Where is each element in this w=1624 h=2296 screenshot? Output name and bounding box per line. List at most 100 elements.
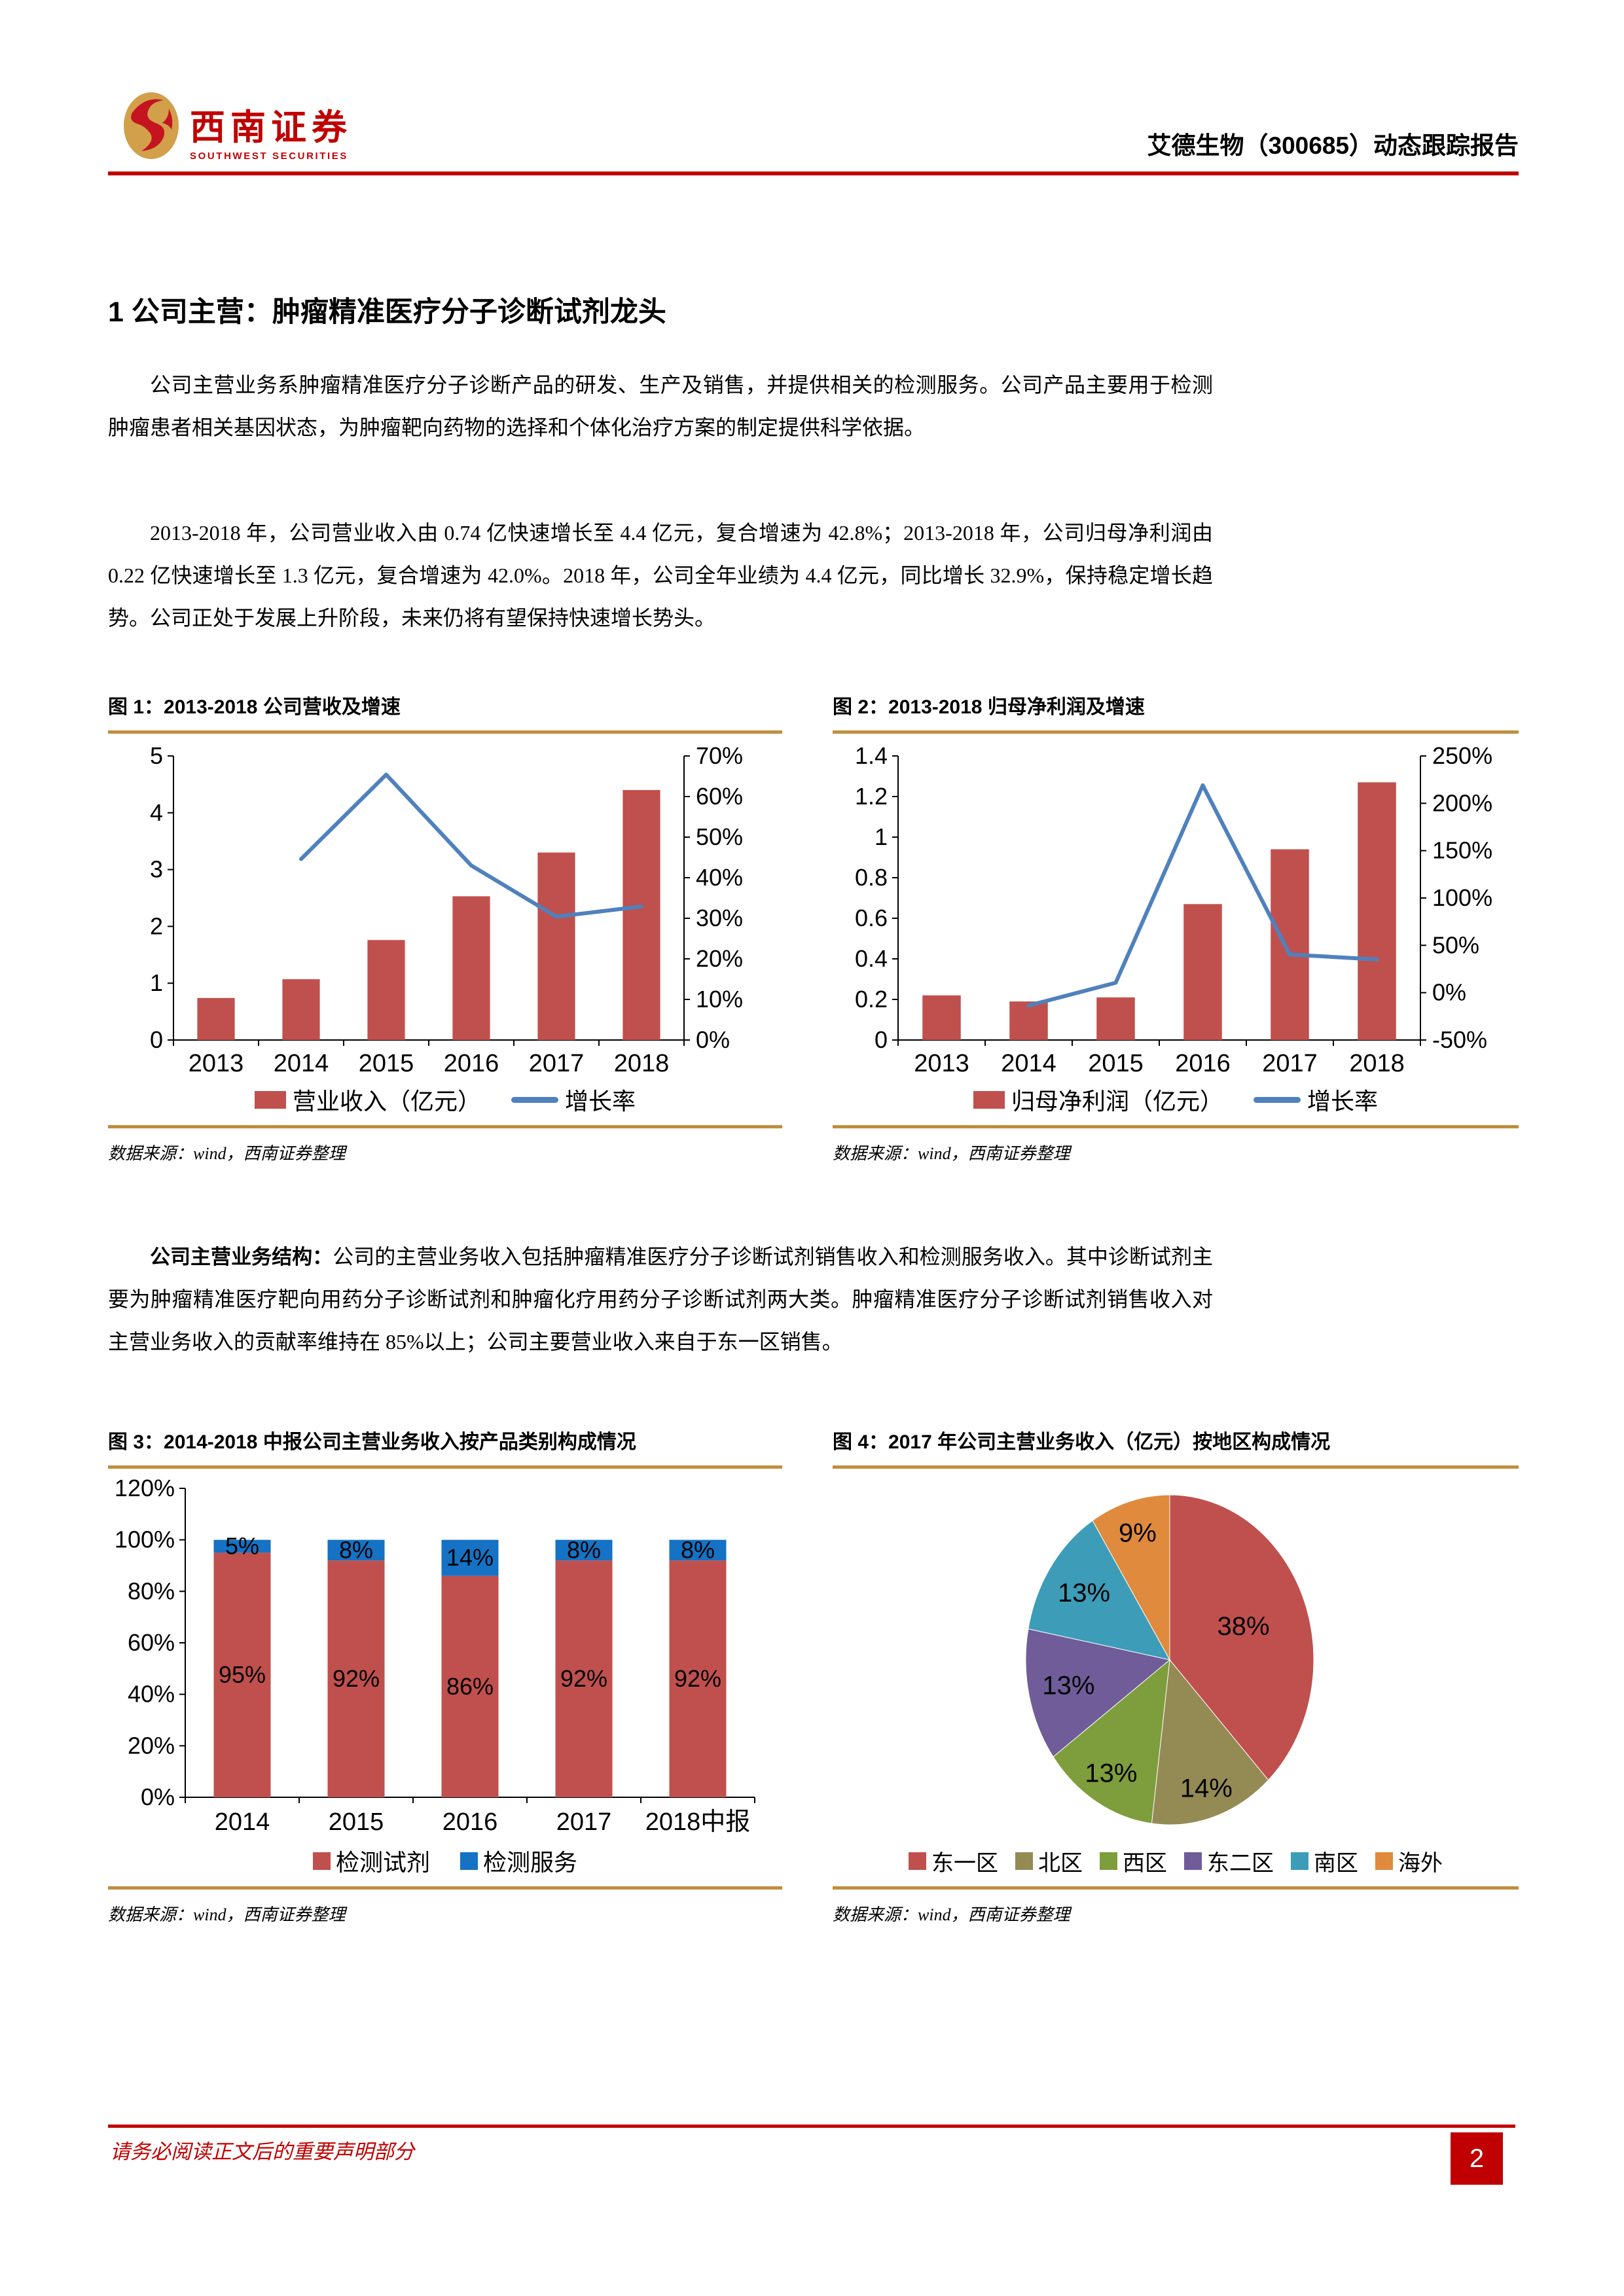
legend-item: 西区 xyxy=(1100,1845,1167,1877)
svg-text:13%: 13% xyxy=(1058,1579,1110,1607)
svg-text:20%: 20% xyxy=(696,945,743,972)
legend-swatch-icon xyxy=(909,1852,926,1870)
svg-text:2015: 2015 xyxy=(1088,1050,1144,1077)
svg-text:2018中报: 2018中报 xyxy=(645,1808,751,1836)
figure-4-chart: 38% 14% 13% 13% 13% 9% xyxy=(1025,1494,1314,1825)
svg-text:9%: 9% xyxy=(1119,1518,1157,1547)
figure-4-source: 数据来源：wind，西南证券整理 xyxy=(833,1905,1070,1924)
svg-text:92%: 92% xyxy=(333,1665,380,1692)
figure-3-title: 图 3：2014-2018 中报公司主营业务收入按产品类别构成情况 xyxy=(108,1431,636,1453)
figure-2-bottom-rule xyxy=(833,1125,1519,1128)
svg-text:2014: 2014 xyxy=(215,1808,270,1836)
legend-label: 检测试剂 xyxy=(335,1849,430,1876)
legend-item: 北区 xyxy=(1015,1845,1083,1877)
figure-2-title: 图 2：2013-2018 归母净利润及增速 xyxy=(833,696,1145,718)
svg-text:50%: 50% xyxy=(1432,931,1479,958)
logo-en-text: SOUTHWEST SECURITIES xyxy=(190,151,349,162)
svg-text:2018: 2018 xyxy=(614,1050,670,1077)
legend-label: 检测服务 xyxy=(483,1849,578,1876)
svg-text:80%: 80% xyxy=(128,1577,175,1604)
svg-text:0: 0 xyxy=(150,1026,163,1053)
header-rule xyxy=(108,171,1519,175)
paragraph-1: 公司主营业务系肿瘤精准医疗分子诊断产品的研发、生产及销售，并提供相关的检测服务。… xyxy=(108,373,1213,439)
legend-item: 东二区 xyxy=(1184,1845,1274,1877)
svg-text:86%: 86% xyxy=(446,1673,494,1700)
legend-swatch-icon xyxy=(254,1090,286,1109)
paragraph-3: 公司主营业务结构：公司的主营业务收入包括肿瘤精准医疗分子诊断试剂销售收入和检测服… xyxy=(108,1236,1213,1363)
svg-text:1.4: 1.4 xyxy=(855,742,888,769)
svg-text:13%: 13% xyxy=(1085,1759,1137,1788)
svg-text:40%: 40% xyxy=(696,864,743,891)
svg-text:100%: 100% xyxy=(115,1526,175,1553)
svg-text:0.2: 0.2 xyxy=(855,986,888,1013)
svg-text:60%: 60% xyxy=(696,783,743,810)
svg-text:5%: 5% xyxy=(225,1533,259,1560)
legend-swatch-icon xyxy=(312,1852,331,1870)
legend-label: 归母净利润（亿元） xyxy=(1011,1088,1223,1115)
svg-text:2013: 2013 xyxy=(914,1050,969,1077)
svg-text:0%: 0% xyxy=(1432,979,1466,1006)
svg-text:14%: 14% xyxy=(1180,1774,1233,1803)
legend-swatch-icon xyxy=(1254,1096,1301,1103)
section-heading: 1 公司主营：肿瘤精准医疗分子诊断试剂龙头 xyxy=(108,296,666,328)
svg-text:50%: 50% xyxy=(696,823,743,850)
logo-cn-text: 西南证券 xyxy=(190,108,352,147)
figure-4-legend: 东一区 北区 西区 东二区 南区 海外 xyxy=(833,1843,1519,1878)
svg-text:2014: 2014 xyxy=(1001,1050,1056,1077)
svg-text:60%: 60% xyxy=(128,1629,175,1656)
figure-2-legend: 归母净利润（亿元） 增长率 xyxy=(833,1082,1519,1117)
figure-2: 图 2：2013-2018 归母净利润及增速 0 0.2 0.4 0.6 0.8 1 1.2… xyxy=(833,695,1519,1164)
legend-item: 营业收入（亿元） xyxy=(254,1083,481,1117)
legend-item: 东一区 xyxy=(909,1845,998,1877)
legend-label: 北区 xyxy=(1038,1850,1083,1876)
figure-2-source: 数据来源：wind，西南证券整理 xyxy=(833,1144,1070,1163)
legend-label: 营业收入（亿元） xyxy=(292,1088,481,1115)
legend-item: 检测服务 xyxy=(460,1844,577,1878)
svg-text:2017: 2017 xyxy=(1262,1050,1318,1077)
legend-swatch-icon xyxy=(1291,1852,1308,1870)
figure-3-bottom-rule xyxy=(108,1886,782,1890)
svg-text:0%: 0% xyxy=(696,1026,730,1053)
paragraph-3-lead: 公司主营业务结构： xyxy=(150,1246,333,1268)
legend-label: 西区 xyxy=(1123,1850,1167,1876)
figure-1-title: 图 1：2013-2018 公司营收及增速 xyxy=(108,696,401,718)
legend-label: 增长率 xyxy=(565,1088,636,1115)
figure-4: 图 4：2017 年公司主营业务收入（亿元）按地区构成情况 38% 14% 13% 1… xyxy=(833,1430,1519,1926)
svg-text:40%: 40% xyxy=(128,1681,175,1708)
svg-text:30%: 30% xyxy=(696,905,743,931)
svg-text:2016: 2016 xyxy=(444,1050,499,1077)
figure-1-top-rule xyxy=(108,730,782,734)
svg-text:100%: 100% xyxy=(1432,884,1492,911)
figure-3-legend: 检测试剂 检测服务 xyxy=(108,1843,782,1878)
paragraph-3-rest: 公司的主营业务收入包括肿瘤精准医疗分子诊断试剂销售收入和检测服务收入。其中诊断试… xyxy=(108,1245,1213,1354)
svg-text:92%: 92% xyxy=(560,1665,607,1692)
legend-swatch-icon xyxy=(511,1096,558,1103)
svg-text:0.4: 0.4 xyxy=(855,945,888,972)
svg-text:-50%: -50% xyxy=(1432,1026,1487,1053)
svg-text:2016: 2016 xyxy=(442,1808,498,1836)
svg-text:250%: 250% xyxy=(1432,742,1492,769)
legend-swatch-icon xyxy=(1375,1852,1393,1870)
legend-item: 归母净利润（亿元） xyxy=(973,1083,1223,1117)
footer-disclaimer: 请务必阅读正文后的重要声明部分 xyxy=(110,2140,414,2163)
figure-3: 图 3：2014-2018 中报公司主营业务收入按产品类别构成情况 0% 20% 4… xyxy=(108,1430,782,1926)
svg-text:1.2: 1.2 xyxy=(855,783,888,810)
legend-label: 海外 xyxy=(1398,1850,1443,1876)
svg-text:2014: 2014 xyxy=(274,1050,329,1077)
figure-4-title: 图 4：2017 年公司主营业务收入（亿元）按地区构成情况 xyxy=(833,1431,1331,1453)
page-number: 2 xyxy=(1451,2132,1503,2185)
svg-text:1: 1 xyxy=(875,823,888,850)
svg-text:0.8: 0.8 xyxy=(855,864,888,891)
svg-text:92%: 92% xyxy=(674,1665,721,1692)
svg-text:4: 4 xyxy=(150,799,163,826)
svg-text:0: 0 xyxy=(875,1026,888,1053)
svg-text:5: 5 xyxy=(150,742,163,769)
legend-label: 东一区 xyxy=(931,1850,998,1876)
svg-text:2015: 2015 xyxy=(359,1050,414,1077)
legend-swatch-icon xyxy=(1015,1852,1033,1870)
figure-1-bottom-rule xyxy=(108,1125,782,1128)
svg-text:38%: 38% xyxy=(1217,1612,1269,1641)
legend-item: 检测试剂 xyxy=(312,1844,430,1878)
svg-text:95%: 95% xyxy=(219,1661,266,1688)
